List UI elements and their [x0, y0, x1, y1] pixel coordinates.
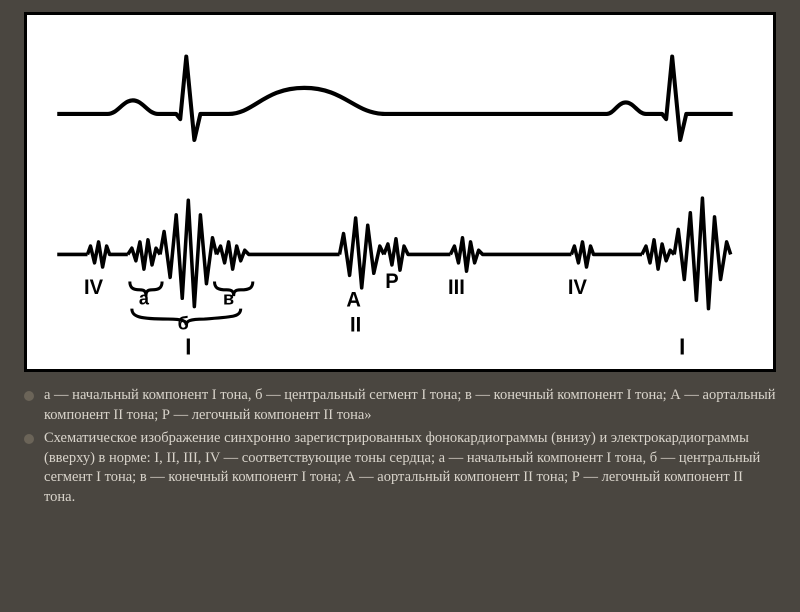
bullet-icon [24, 434, 34, 444]
caption-line-1: а — начальный компонент I тона, б — цент… [24, 386, 776, 425]
svg-text:а: а [139, 287, 150, 308]
svg-text:II: II [350, 313, 361, 336]
svg-text:III: III [448, 276, 465, 299]
svg-text:I: I [185, 334, 191, 359]
svg-text:I: I [679, 334, 685, 359]
svg-text:IV: IV [568, 276, 587, 299]
caption-text-1: а — начальный компонент I тона, б — цент… [44, 386, 776, 425]
svg-text:IV: IV [84, 276, 103, 299]
ecg-trace [57, 57, 732, 140]
labels: IVавбIАРIIIIIIVI [84, 270, 685, 360]
waveform-svg: IVавбIАРIIIIIIVI [27, 15, 773, 369]
caption-area: а — начальный компонент I тона, б — цент… [0, 380, 800, 523]
svg-text:в: в [223, 287, 234, 308]
svg-text:б: б [178, 312, 189, 333]
waveform-diagram: IVавбIАРIIIIIIVI [24, 12, 776, 372]
caption-line-2: Схематическое изображение синхронно заре… [24, 429, 776, 507]
caption-text-2: Схематическое изображение синхронно заре… [44, 429, 776, 507]
svg-text:Р: Р [385, 270, 398, 293]
bullet-icon [24, 391, 34, 401]
svg-text:А: А [346, 288, 361, 311]
